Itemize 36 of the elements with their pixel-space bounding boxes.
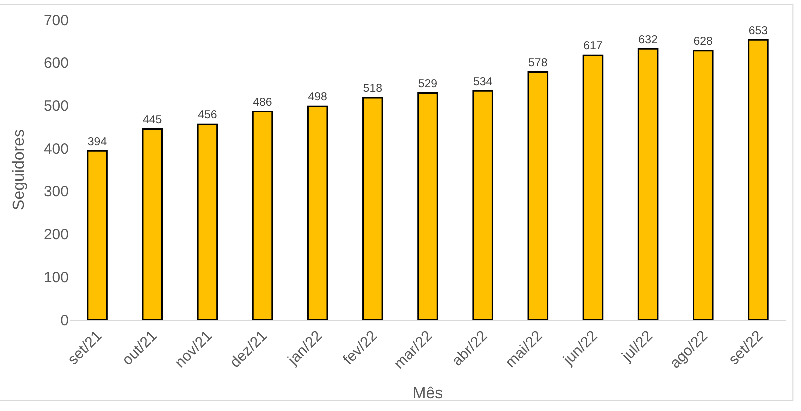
data-label: 653 bbox=[748, 25, 768, 38]
bar bbox=[693, 50, 714, 320]
data-label: 578 bbox=[528, 57, 548, 70]
bar bbox=[87, 150, 108, 320]
data-label: 632 bbox=[638, 34, 658, 46]
data-label: 617 bbox=[584, 40, 603, 53]
bar bbox=[362, 97, 384, 320]
bar bbox=[307, 106, 328, 320]
bar bbox=[582, 54, 604, 320]
bar bbox=[528, 72, 549, 320]
y-tick-label: 400 bbox=[44, 140, 69, 158]
bar bbox=[638, 48, 659, 320]
data-label: 518 bbox=[363, 83, 382, 96]
data-label: 486 bbox=[253, 96, 272, 109]
data-label: 445 bbox=[142, 114, 162, 126]
bar bbox=[472, 90, 494, 320]
bar bbox=[252, 110, 274, 320]
y-axis-title: Seguidores bbox=[10, 130, 28, 210]
y-tick-label: 600 bbox=[44, 55, 69, 72]
y-tick-label: 700 bbox=[44, 12, 69, 30]
data-label: 534 bbox=[473, 76, 494, 88]
data-label: 394 bbox=[88, 136, 108, 148]
y-tick-label: 500 bbox=[44, 98, 69, 115]
bar bbox=[142, 128, 163, 320]
data-label: 628 bbox=[694, 36, 713, 48]
data-label: 456 bbox=[198, 110, 218, 122]
y-tick-label: 0 bbox=[60, 312, 69, 330]
bar bbox=[197, 124, 218, 320]
y-tick-label: 300 bbox=[44, 184, 69, 201]
bar bbox=[748, 39, 769, 320]
y-tick-label: 200 bbox=[44, 226, 69, 244]
bar bbox=[418, 92, 438, 320]
y-tick-label: 100 bbox=[44, 269, 69, 286]
x-axis-title: Mês bbox=[412, 385, 444, 402]
data-label: 529 bbox=[418, 78, 438, 90]
data-label: 498 bbox=[308, 92, 328, 104]
